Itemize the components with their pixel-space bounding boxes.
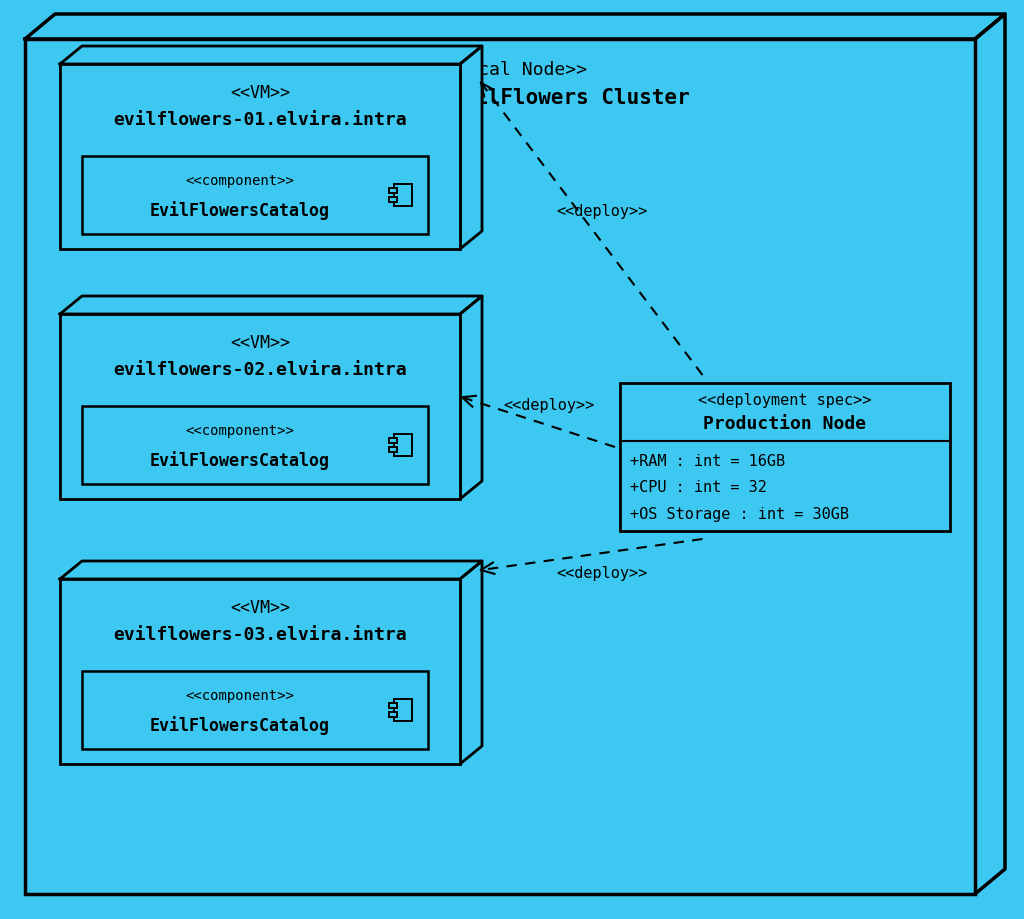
Bar (389, 448, 396, 453)
Text: <<deploy>>: <<deploy>> (556, 565, 647, 581)
Bar (620, 383, 950, 531)
Text: +OS Storage : int = 30GB: +OS Storage : int = 30GB (630, 506, 849, 521)
Text: +CPU : int = 32: +CPU : int = 32 (630, 480, 767, 495)
Text: evilflowers-01.elvira.intra: evilflowers-01.elvira.intra (114, 111, 407, 129)
Text: <<deploy>>: <<deploy>> (556, 204, 647, 219)
Text: <<VM>>: <<VM>> (230, 598, 290, 617)
Polygon shape (460, 47, 482, 250)
Bar (389, 713, 396, 718)
Text: <<deploy>>: <<deploy>> (503, 397, 594, 413)
Bar (393, 185, 413, 207)
Polygon shape (60, 562, 482, 579)
Text: +RAM : int = 16GB: +RAM : int = 16GB (630, 454, 785, 469)
Polygon shape (460, 297, 482, 499)
Text: <<Logical Node>>: <<Logical Node>> (413, 61, 587, 79)
Bar (82, 671, 428, 749)
Bar (389, 199, 396, 203)
Polygon shape (460, 562, 482, 765)
Text: <<component>>: <<component>> (185, 174, 294, 187)
Bar (389, 188, 396, 193)
Bar (82, 406, 428, 484)
Bar (393, 435, 413, 457)
Text: <<VM>>: <<VM>> (230, 84, 290, 102)
Bar (389, 703, 396, 708)
Text: evilflowers-03.elvira.intra: evilflowers-03.elvira.intra (114, 625, 407, 643)
Bar (393, 699, 413, 721)
Text: EvilFlowersCatalog: EvilFlowersCatalog (150, 451, 330, 470)
Polygon shape (60, 297, 482, 314)
Bar (60, 314, 460, 499)
Polygon shape (60, 47, 482, 65)
Text: <<component>>: <<component>> (185, 688, 294, 702)
Bar (389, 438, 396, 443)
Bar (60, 65, 460, 250)
Text: Production EvilFlowers Cluster: Production EvilFlowers Cluster (310, 88, 689, 108)
Text: <<component>>: <<component>> (185, 424, 294, 437)
Polygon shape (25, 15, 1005, 40)
Text: Production Node: Production Node (703, 414, 866, 433)
Text: <<VM>>: <<VM>> (230, 334, 290, 352)
Polygon shape (975, 15, 1005, 894)
Bar (60, 579, 460, 765)
Bar (82, 157, 428, 234)
Text: EvilFlowersCatalog: EvilFlowersCatalog (150, 716, 330, 734)
Text: EvilFlowersCatalog: EvilFlowersCatalog (150, 201, 330, 221)
Text: <<deployment spec>>: <<deployment spec>> (698, 392, 871, 407)
Text: evilflowers-02.elvira.intra: evilflowers-02.elvira.intra (114, 360, 407, 379)
